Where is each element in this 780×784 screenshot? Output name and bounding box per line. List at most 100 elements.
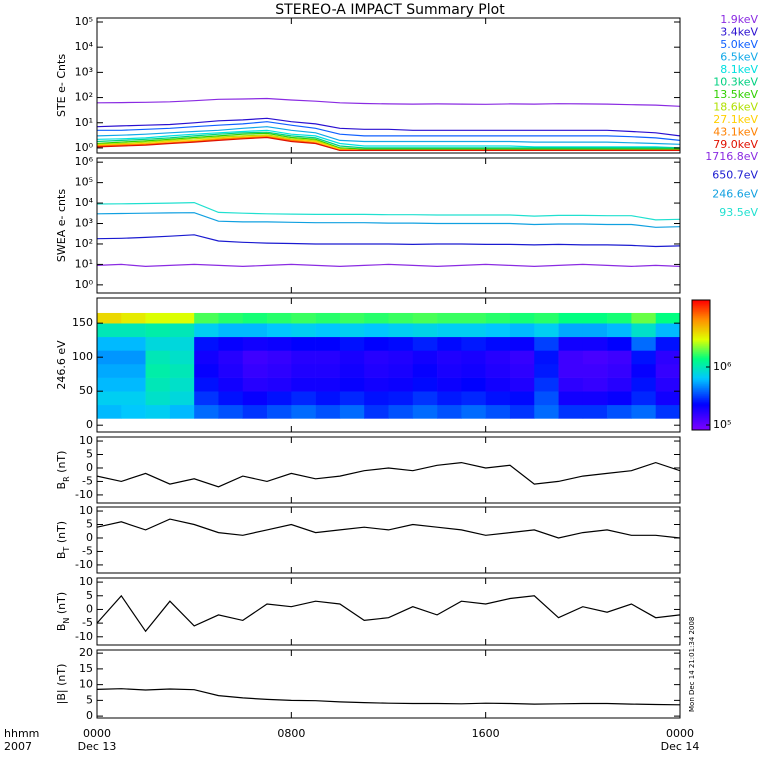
heat-cell [582,323,608,338]
colorbar-segment [692,362,710,365]
heat-cell [291,312,316,324]
data-line [97,132,680,150]
heat-cell [169,336,195,351]
y-tick-label: 20 [79,646,93,659]
panel-frame [96,297,681,433]
y-axis-label-unit: (nT) [55,451,68,477]
heat-cell [121,336,146,351]
panel-plot [97,201,680,268]
heat-cell [267,336,292,351]
y-axis-label-sub: N [62,618,71,624]
heat-cell [412,404,438,419]
heat-cell [534,377,559,392]
colorbar-segment [692,396,710,399]
y-tick-label: 10¹ [75,116,93,129]
data-line [97,263,680,268]
y-tick-label: 100 [72,350,93,363]
legend-entry: 6.5keV [720,51,758,64]
y-tick-label: 0 [86,602,93,615]
y-tick-label: 10⁰ [75,141,94,154]
heat-cell [534,363,559,378]
heat-cell [218,377,244,392]
data-line [97,201,680,221]
colorbar-segment [692,312,710,315]
heat-cell [169,404,195,419]
x-date-label: Dec 13 [78,740,117,753]
colorbar-segment [692,372,710,375]
colorbar-segment [692,332,710,335]
heat-cell [388,336,414,351]
colorbar-segment [692,424,710,427]
heat-cell [655,404,680,419]
y-tick-label: -10 [75,488,93,501]
heat-cell [509,404,535,419]
colorbar-segment [692,310,710,313]
colorbar-segment [692,358,710,361]
heat-cell [485,377,511,392]
heat-cell [291,377,316,392]
y-axis-label: 246.6 eV [55,340,68,390]
heat-cell [388,391,414,406]
heat-cell [97,312,122,324]
y-axis-label: |B| (nT) [55,664,68,705]
colorbar-segment [692,408,710,411]
panel-frame [96,157,681,294]
colorbar-segment [692,428,710,431]
heat-cell [461,377,486,392]
colorbar-segment [692,350,710,353]
heat-cell [121,312,146,324]
colorbar-segment [692,352,710,355]
colorbar-segment [692,314,710,317]
panel-frame [96,577,681,646]
heat-cell [461,350,486,365]
heat-cell [315,323,341,338]
panel-frame [96,436,681,504]
heat-cell [339,312,365,324]
heat-cell [485,323,511,338]
colorbar-segment [692,316,710,319]
y-tick-label: 10 [79,434,93,447]
heat-cell [412,391,438,406]
heat-cell [242,350,268,365]
y-tick-label: 10 [79,678,93,691]
heat-cell [339,350,365,365]
colorbar-segment [692,326,710,329]
heat-cell [145,363,171,378]
heat-cell [558,312,584,324]
colorbar-segment [692,320,710,323]
y-tick-label: -10 [75,630,93,643]
y-tick-label: 10⁵ [75,15,93,28]
heat-cell [437,404,462,419]
y-tick-label: 10² [75,91,93,104]
colorbar-segment [692,330,710,333]
colorbar-segment [692,346,710,349]
heat-cell [607,336,632,351]
heat-cell [267,350,292,365]
legend-entry: 5.0keV [720,38,758,51]
heat-cell [461,391,486,406]
data-line [97,136,680,151]
heat-cell [558,377,584,392]
heat-cell [169,391,195,406]
heat-cell [194,391,219,406]
y-tick-label: 10³ [75,65,93,78]
heat-cell [607,377,632,392]
heat-cell [607,391,632,406]
y-tick-label: 10⁵ [75,176,93,189]
heat-cell [534,391,559,406]
colorbar-segment [692,340,710,343]
heat-cell [194,336,219,351]
heat-cell [412,350,438,365]
colorbar-segment [692,402,710,405]
colorbar-segment [692,354,710,357]
heat-cell [461,336,486,351]
heat-cell [437,377,462,392]
heat-cell [364,363,389,378]
heat-cell [242,391,268,406]
heat-cell [509,363,535,378]
heat-cell [582,350,608,365]
colorbar-segment [692,426,710,429]
colorbar-segment [692,322,710,325]
heat-cell [558,363,584,378]
legend-entry: 27.1keV [713,113,758,126]
